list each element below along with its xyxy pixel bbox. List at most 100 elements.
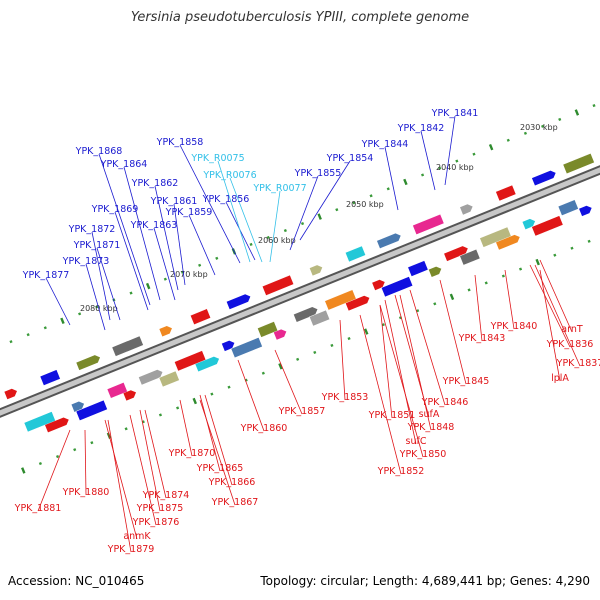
- gene-feature[interactable]: [344, 245, 367, 263]
- gene-feature[interactable]: [345, 294, 371, 311]
- gene-label[interactable]: YPK_1865: [196, 463, 244, 474]
- gene-label[interactable]: arnT: [561, 324, 583, 335]
- genome-summary-text: Topology: circular; Length: 4,689,441 bp…: [260, 574, 590, 588]
- gene-label[interactable]: YPK_R0076: [202, 170, 256, 181]
- gene-label[interactable]: YPK_1860: [240, 423, 288, 434]
- gene-feature[interactable]: [4, 387, 18, 400]
- gene-feature[interactable]: [293, 306, 319, 322]
- scale-label: 2050 kbp: [346, 200, 384, 209]
- gene-label[interactable]: YPK_1866: [208, 477, 256, 488]
- gene-feature[interactable]: [309, 309, 331, 327]
- gene-feature[interactable]: [71, 400, 85, 412]
- gene-label[interactable]: YPK_1871: [73, 240, 121, 251]
- gene-feature[interactable]: [428, 265, 443, 277]
- gene-label[interactable]: YPK_1881: [14, 503, 62, 514]
- gene-feature[interactable]: [174, 350, 207, 372]
- gene-feature[interactable]: [479, 226, 512, 248]
- gene-label[interactable]: YPK_1876: [132, 517, 180, 528]
- gene-feature[interactable]: [23, 411, 56, 433]
- gene-feature[interactable]: [76, 354, 101, 371]
- gene-feature[interactable]: [39, 369, 61, 386]
- gene-label[interactable]: YPK_1850: [399, 449, 447, 460]
- gene-label[interactable]: YPK_1880: [62, 487, 110, 498]
- gene-feature[interactable]: [111, 335, 144, 357]
- gene-feature[interactable]: [372, 278, 386, 291]
- gene-label[interactable]: sufA: [419, 409, 440, 420]
- gene-feature[interactable]: [159, 325, 173, 337]
- gene-feature[interactable]: [44, 416, 70, 433]
- gene-feature[interactable]: [522, 217, 536, 230]
- gene-label[interactable]: YPK_1848: [407, 422, 455, 433]
- gene-label[interactable]: YPK_1837: [556, 358, 600, 369]
- gene-label[interactable]: YPK_1862: [131, 178, 179, 189]
- gene-label[interactable]: YPK_1877: [22, 270, 70, 281]
- gene-label[interactable]: YPK_1879: [107, 544, 155, 555]
- gene-feature[interactable]: [189, 308, 212, 326]
- gene-feature[interactable]: [460, 203, 474, 215]
- gene-label[interactable]: YPK_1852: [377, 466, 425, 477]
- gene-label[interactable]: YPK_1875: [136, 503, 184, 514]
- gene-feature[interactable]: [138, 368, 164, 385]
- gene-label[interactable]: YPK_1853: [321, 392, 369, 403]
- map-title: Yersinia pseudotuberculosis YPIII, compl…: [130, 10, 470, 25]
- gene-label[interactable]: YPK_1836: [546, 339, 594, 350]
- gene-label[interactable]: YPK_1868: [75, 146, 123, 157]
- gene-feature[interactable]: [324, 289, 357, 311]
- gene-label[interactable]: YPK_1856: [202, 194, 250, 205]
- gene-feature[interactable]: [230, 337, 263, 359]
- gene-label[interactable]: anmK: [123, 531, 151, 542]
- gene-label[interactable]: YPK_1855: [294, 168, 342, 179]
- gene-label[interactable]: YPK_1861: [150, 196, 198, 207]
- gene-feature[interactable]: [412, 213, 445, 236]
- gene-label[interactable]: YPK_1864: [100, 159, 148, 170]
- gene-feature[interactable]: [407, 260, 429, 277]
- gene-feature[interactable]: [562, 152, 595, 175]
- gene-label[interactable]: YPK_1857: [278, 406, 326, 417]
- gene-feature[interactable]: [221, 339, 236, 352]
- gene-label[interactable]: YPK_1854: [326, 153, 374, 164]
- gene-label[interactable]: YPK_1859: [165, 207, 213, 218]
- gene-feature[interactable]: [75, 399, 108, 421]
- gene-label[interactable]: lplA: [551, 373, 569, 384]
- gene-label[interactable]: YPK_1867: [211, 497, 259, 508]
- gene-label[interactable]: YPK_1843: [458, 333, 506, 344]
- genome-backbone: [0, 165, 600, 418]
- gene-label[interactable]: YPK_1872: [68, 224, 116, 235]
- gene-label[interactable]: YPK_1841: [431, 108, 479, 119]
- gene-feature[interactable]: [557, 199, 579, 217]
- gene-label[interactable]: YPK_1858: [156, 137, 204, 148]
- gene-feature[interactable]: [495, 184, 517, 202]
- gene-feature[interactable]: [309, 264, 324, 276]
- gene-feature[interactable]: [106, 381, 128, 399]
- gene-feature[interactable]: [257, 321, 279, 338]
- gene-feature[interactable]: [444, 245, 469, 262]
- gene-label[interactable]: YPK_1845: [442, 376, 490, 387]
- gene-feature[interactable]: [531, 215, 564, 237]
- gene-feature[interactable]: [459, 248, 481, 266]
- gene-feature[interactable]: [273, 328, 288, 340]
- gene-feature[interactable]: [226, 293, 252, 310]
- gene-label[interactable]: YPK_R0077: [252, 183, 306, 194]
- gene-feature[interactable]: [261, 274, 295, 296]
- gene-label[interactable]: YPK_1873: [62, 256, 110, 267]
- gene-feature[interactable]: [579, 204, 593, 217]
- gene-feature[interactable]: [158, 370, 180, 388]
- gene-label[interactable]: YPK_1869: [91, 204, 139, 215]
- gene-feature[interactable]: [531, 169, 557, 186]
- gene-feature[interactable]: [123, 389, 137, 401]
- gene-label[interactable]: YPK_1870: [168, 448, 216, 459]
- gene-label[interactable]: YPK_1842: [397, 123, 445, 134]
- gene-label[interactable]: YPK_R0075: [190, 153, 244, 164]
- gene-label[interactable]: YPK_1863: [130, 220, 178, 231]
- gene-label[interactable]: YPK_1874: [142, 490, 190, 501]
- gene-label[interactable]: YPK_1851: [368, 410, 416, 421]
- gene-feature[interactable]: [496, 233, 521, 250]
- gene-feature[interactable]: [376, 232, 402, 249]
- gene-feature[interactable]: [195, 355, 220, 372]
- gene-labels: YPK_1841 YPK_1842 YPK_1844 YPK_1854 YPK_1855…: [14, 108, 600, 555]
- gene-label[interactable]: sufC: [406, 436, 427, 447]
- gene-label[interactable]: YPK_1844: [361, 139, 409, 150]
- gene-label[interactable]: YPK_1840: [490, 321, 538, 332]
- gene-feature[interactable]: [380, 276, 414, 298]
- gene-label[interactable]: YPK_1846: [421, 397, 469, 408]
